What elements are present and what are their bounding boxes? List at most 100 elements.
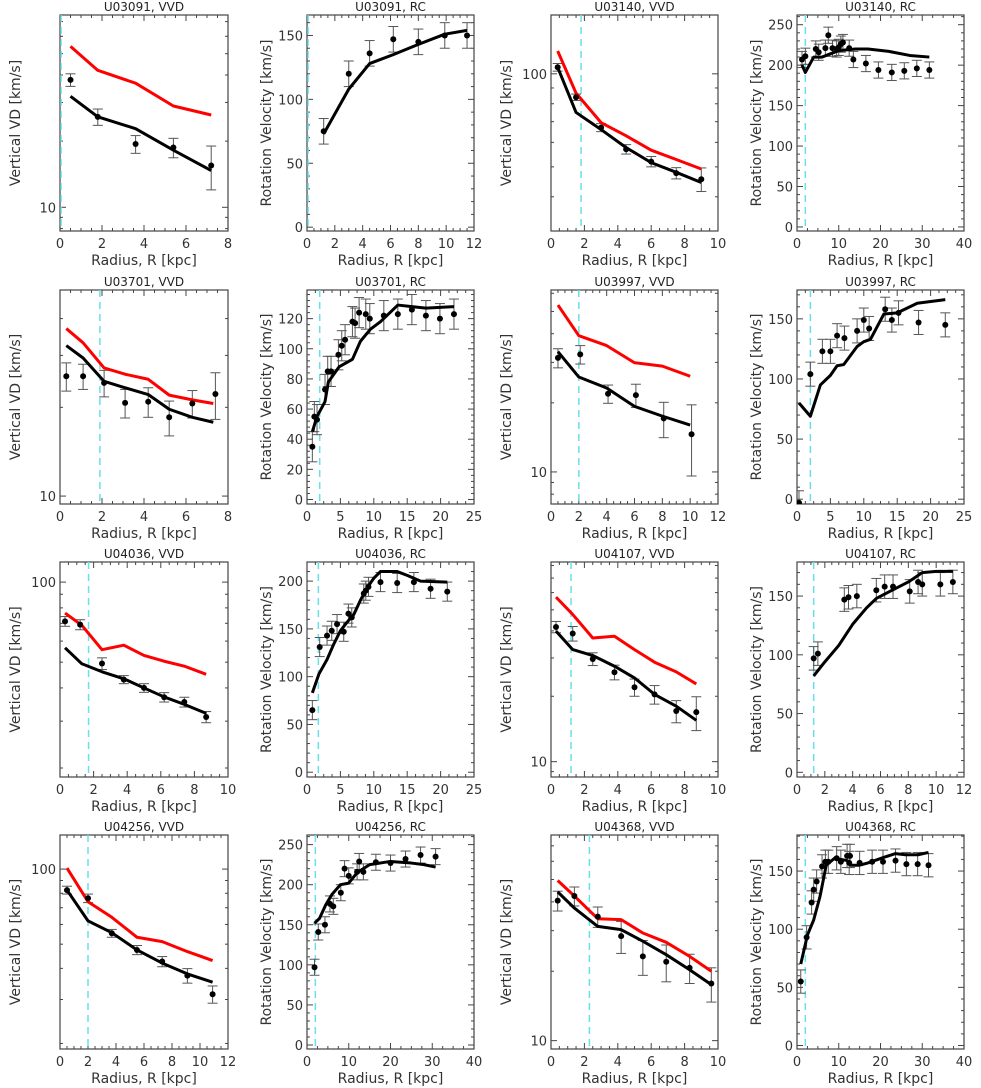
data-point bbox=[145, 398, 152, 405]
y-tick-label: 50 bbox=[286, 999, 303, 1014]
y-tick-label: 50 bbox=[776, 433, 793, 448]
x-axis-label: Radius, R [kpc] bbox=[828, 526, 934, 542]
y-tick-label: 150 bbox=[768, 100, 793, 115]
data-point bbox=[873, 587, 880, 594]
x-tick-label: 8 bbox=[680, 783, 688, 798]
x-tick-label: 0 bbox=[56, 783, 64, 798]
x-tick-label: 6 bbox=[386, 237, 394, 252]
data-point bbox=[686, 964, 693, 971]
y-tick-label: 10 bbox=[530, 466, 547, 481]
data-point bbox=[914, 861, 921, 868]
y-tick-label: 150 bbox=[278, 623, 303, 638]
data-point bbox=[949, 578, 956, 585]
x-tick-label: 8 bbox=[680, 1055, 688, 1070]
data-point bbox=[913, 65, 920, 72]
x-tick-label: 0 bbox=[303, 237, 311, 252]
data-point bbox=[815, 49, 822, 56]
x-tick-label: 8 bbox=[658, 510, 666, 525]
model-line-black bbox=[812, 569, 953, 677]
data-point bbox=[880, 858, 887, 865]
x-axis-label: Radius, R [kpc] bbox=[91, 253, 197, 269]
data-point bbox=[322, 386, 329, 393]
x-axis-label: Radius, R [kpc] bbox=[91, 526, 197, 542]
data-point bbox=[860, 317, 867, 324]
x-tick-label: 25 bbox=[956, 510, 973, 525]
data-point bbox=[387, 860, 394, 867]
y-tick-label: 0 bbox=[785, 766, 793, 781]
x-tick-label: 10 bbox=[710, 1055, 727, 1070]
data-point bbox=[309, 443, 316, 450]
data-point bbox=[324, 632, 331, 639]
data-point bbox=[342, 336, 349, 343]
y-tick-label: 200 bbox=[768, 59, 793, 74]
data-point bbox=[335, 351, 342, 358]
x-tick-label: 0 bbox=[547, 1055, 555, 1070]
model-line-red bbox=[65, 867, 214, 962]
data-point bbox=[356, 858, 363, 865]
x-tick-label: 10 bbox=[710, 237, 727, 252]
y-tick-label: 100 bbox=[768, 140, 793, 155]
y-tick-label: 100 bbox=[278, 671, 303, 686]
x-tick-label: 0 bbox=[547, 237, 555, 252]
x-tick-label: 12 bbox=[956, 783, 973, 798]
y-tick-label: 0 bbox=[295, 1039, 303, 1054]
x-tick-label: 20 bbox=[872, 1055, 889, 1070]
panel-rc: 0 2 4 6 8 10 12 0 50 100 150 U03091, RC Radius, R [k… bbox=[259, 0, 482, 269]
y-tick-label: 150 bbox=[278, 919, 303, 934]
data-point bbox=[422, 312, 429, 319]
data-point bbox=[132, 141, 139, 148]
data-point bbox=[63, 373, 70, 380]
x-tick-label: 4 bbox=[140, 510, 148, 525]
data-point bbox=[834, 332, 841, 339]
x-tick-label: 0 bbox=[547, 510, 555, 525]
x-tick-label: 8 bbox=[414, 237, 422, 252]
data-point bbox=[660, 415, 667, 422]
data-point bbox=[833, 855, 840, 862]
y-axis-label: Vertical VD [km/s] bbox=[499, 606, 515, 732]
data-point bbox=[161, 694, 168, 701]
x-tick-label: 0 bbox=[303, 510, 311, 525]
data-point bbox=[808, 899, 815, 906]
model-line-red bbox=[556, 50, 702, 171]
data-point bbox=[340, 628, 347, 635]
x-tick-label: 2 bbox=[821, 783, 829, 798]
panel-rc: 0 2 4 6 8 10 12 0 50 100 150 U04107, RC Radius, R [k… bbox=[749, 547, 972, 815]
x-tick-label: 5 bbox=[336, 783, 344, 798]
y-tick-label: 150 bbox=[768, 313, 793, 328]
data-point bbox=[345, 872, 352, 879]
x-tick-label: 10 bbox=[192, 1055, 209, 1070]
x-tick-label: 2 bbox=[98, 237, 106, 252]
data-point bbox=[444, 588, 451, 595]
plot-frame bbox=[550, 14, 719, 232]
data-point bbox=[571, 893, 578, 900]
data-point bbox=[589, 655, 596, 662]
data-point bbox=[919, 581, 926, 588]
data-point bbox=[797, 978, 804, 985]
data-point bbox=[845, 594, 852, 601]
data-point bbox=[827, 348, 834, 355]
panel-title: U04368, VVD bbox=[594, 820, 674, 834]
data-point bbox=[67, 76, 74, 83]
y-tick-label: 120 bbox=[278, 313, 303, 328]
data-point bbox=[819, 863, 826, 870]
x-tick-label: 2 bbox=[575, 510, 583, 525]
model-line-black bbox=[65, 344, 214, 424]
y-tick-label: 0 bbox=[785, 493, 793, 508]
panel-title: U04107, RC bbox=[845, 547, 916, 561]
x-axis-label: Radius, R [kpc] bbox=[828, 1071, 934, 1087]
data-point bbox=[380, 312, 387, 319]
data-point bbox=[926, 67, 933, 74]
y-tick-label: 10 bbox=[530, 756, 547, 771]
data-point bbox=[338, 342, 345, 349]
data-point bbox=[915, 319, 922, 326]
x-tick-label: 4 bbox=[112, 1055, 120, 1070]
y-tick-label: 100 bbox=[278, 93, 303, 108]
panel-vvd: 0 2 4 6 8 10 12 10 U03997, VVD Radius, R [kpc] Ver… bbox=[499, 275, 726, 542]
data-point bbox=[410, 579, 417, 586]
x-tick-label: 4 bbox=[603, 510, 611, 525]
x-tick-label: 30 bbox=[914, 237, 931, 252]
data-point bbox=[846, 45, 853, 52]
data-point bbox=[99, 660, 105, 667]
y-tick-label: 100 bbox=[278, 343, 303, 358]
x-tick-label: 2 bbox=[89, 783, 97, 798]
